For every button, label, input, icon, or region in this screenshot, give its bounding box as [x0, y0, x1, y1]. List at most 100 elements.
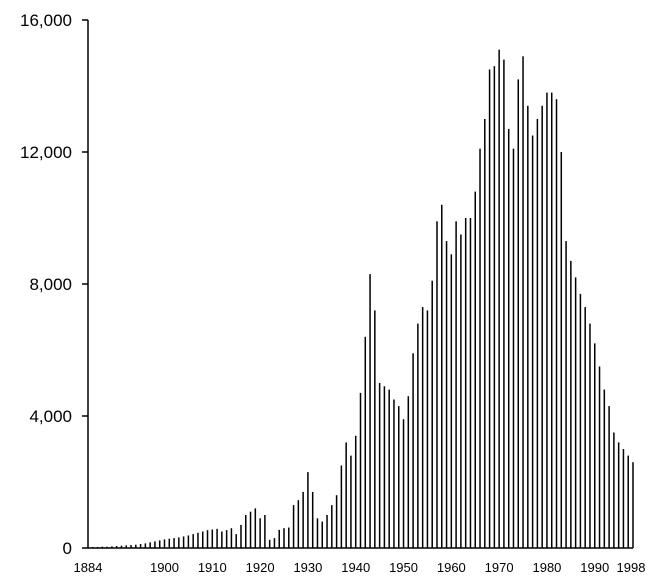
x-tick-label: 1920 [246, 560, 275, 575]
bar-1952 [412, 353, 414, 548]
bar-1969 [493, 66, 496, 548]
x-tick-label: 1960 [437, 560, 466, 575]
bar-1927 [292, 505, 295, 548]
bar-1920 [259, 518, 261, 548]
bar-1945 [378, 383, 381, 548]
bar-1922 [268, 539, 271, 548]
bar-1942 [364, 336, 367, 548]
bar-1908 [201, 531, 204, 548]
bar-1896 [144, 543, 147, 548]
bar-1976 [527, 105, 529, 549]
y-tick-label: 4,000 [29, 407, 72, 426]
bar-1924 [278, 529, 280, 548]
bar-1970 [498, 49, 500, 548]
bar-1919 [254, 508, 257, 548]
bar-1907 [197, 532, 199, 548]
bar-1979 [541, 105, 543, 549]
bar-1931 [311, 491, 314, 548]
bar-1950 [402, 419, 405, 548]
bar-1977 [531, 135, 534, 548]
bar-1917 [245, 515, 247, 548]
bar-1941 [359, 392, 362, 548]
x-tick-label: 1884 [74, 560, 103, 575]
bar-1939 [350, 455, 352, 548]
bar-1966 [479, 148, 481, 548]
bar-1998 [632, 462, 634, 548]
bar-1892 [125, 545, 127, 548]
bar-1893 [130, 545, 132, 548]
y-axis: 0 4,000 8,000 12,000 16,000 [20, 11, 89, 558]
bar-1973 [512, 148, 515, 548]
bar-1943 [369, 274, 371, 548]
bar-1990 [594, 343, 596, 548]
bar-1994 [613, 432, 615, 548]
bar-1949 [398, 406, 400, 548]
bar-1947 [388, 389, 390, 548]
x-axis: 1884 1900 1910 1920 1930 1940 1950 1960 1970 1980… [74, 547, 646, 575]
bar-1944 [374, 310, 376, 548]
x-tick-label: 1980 [532, 560, 561, 575]
bar-1926 [288, 527, 290, 548]
bar-1895 [139, 544, 142, 548]
bar-1953 [417, 323, 419, 548]
bar-1912 [221, 531, 223, 548]
bar-1964 [469, 218, 472, 548]
bar-1988 [584, 307, 586, 548]
bar-1954 [421, 307, 424, 548]
bar-1923 [273, 538, 276, 548]
bar-1963 [464, 218, 467, 548]
bar-1986 [574, 277, 577, 548]
bar-1925 [283, 528, 285, 548]
bar-1948 [393, 399, 395, 548]
bar-1967 [484, 119, 486, 548]
bar-1975 [522, 56, 524, 549]
bar-1978 [536, 119, 539, 548]
bar-1960 [450, 254, 453, 549]
x-tick-label: 1998 [617, 560, 646, 575]
bar-1985 [570, 260, 572, 548]
x-tick-label: 1900 [150, 560, 179, 575]
bar-1901 [168, 538, 171, 548]
bar-1905 [187, 535, 190, 548]
bar-1902 [173, 538, 175, 548]
y-tick-label: 16,000 [20, 11, 72, 30]
bar-1933 [321, 521, 323, 548]
bar-1940 [354, 435, 357, 548]
bar-1955 [426, 310, 429, 548]
x-tick-label: 1930 [293, 560, 322, 575]
x-tick-label: 1950 [389, 560, 418, 575]
bar-1946 [383, 386, 386, 548]
bar-1921 [264, 515, 266, 548]
bars-group [87, 49, 634, 549]
bar-1900 [163, 539, 166, 548]
bar-1984 [565, 241, 567, 548]
bar-1982 [555, 99, 558, 548]
bar-1930 [307, 472, 309, 548]
bar-1965 [474, 191, 476, 548]
bar-1995 [617, 442, 620, 548]
bar-1898 [154, 541, 156, 548]
bar-1891 [120, 545, 123, 548]
bar-1993 [608, 406, 610, 548]
bar-1959 [445, 241, 448, 548]
bar-1989 [589, 323, 591, 548]
y-tick-label: 0 [63, 539, 72, 558]
bar-1910 [211, 529, 214, 548]
x-tick-label: 1990 [580, 560, 609, 575]
bar-1980 [546, 92, 548, 548]
bar-1916 [240, 524, 242, 548]
bar-1913 [225, 530, 228, 548]
bar-1932 [316, 518, 319, 548]
bar-1897 [149, 542, 151, 548]
bar-1899 [158, 540, 161, 548]
bar-1909 [206, 530, 209, 548]
y-tick-label: 12,000 [20, 143, 72, 162]
bar-1914 [230, 528, 233, 548]
bar-1983 [560, 152, 563, 548]
bar-1903 [178, 537, 180, 548]
bar-1928 [297, 500, 300, 548]
bar-1972 [507, 128, 510, 548]
bar-1968 [488, 69, 491, 548]
bar-1957 [436, 221, 438, 549]
